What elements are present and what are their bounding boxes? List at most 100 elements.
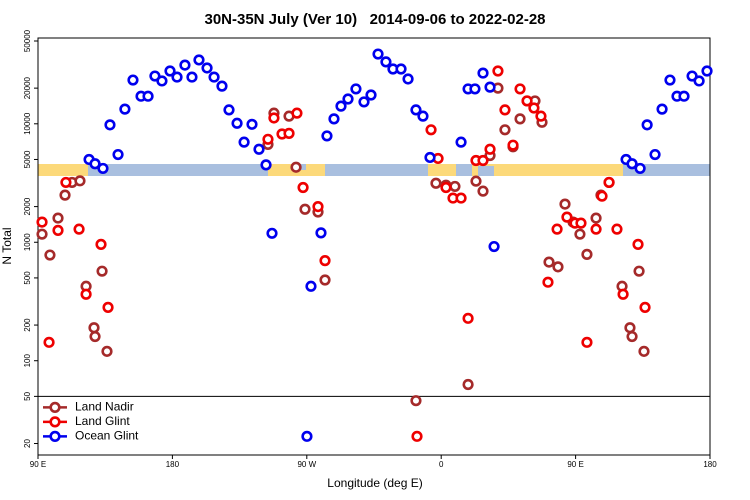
point bbox=[164, 65, 176, 77]
point bbox=[73, 223, 85, 235]
point bbox=[425, 124, 437, 136]
point bbox=[634, 162, 646, 175]
x-tick-label: 90 E bbox=[567, 460, 583, 469]
point bbox=[102, 301, 114, 313]
y-tick-label: 5000 bbox=[23, 150, 32, 168]
point bbox=[321, 130, 333, 142]
y-tick-label: 500 bbox=[23, 271, 32, 285]
point bbox=[664, 74, 676, 86]
point bbox=[312, 200, 324, 213]
point bbox=[223, 104, 235, 116]
point bbox=[186, 71, 198, 83]
point bbox=[171, 71, 183, 83]
legend-marker bbox=[49, 401, 61, 413]
point bbox=[52, 212, 64, 224]
point bbox=[561, 211, 573, 223]
point bbox=[477, 67, 489, 79]
y-tick-label: 20 bbox=[23, 439, 32, 448]
point bbox=[342, 93, 354, 105]
x-tick-label: 180 bbox=[166, 460, 180, 469]
point bbox=[112, 148, 124, 161]
point bbox=[52, 224, 64, 236]
point bbox=[299, 203, 311, 215]
y-tick-label: 2000 bbox=[23, 197, 32, 215]
point bbox=[552, 261, 564, 273]
x-tick-label: 180 bbox=[703, 460, 717, 469]
point bbox=[488, 240, 500, 253]
point bbox=[36, 216, 48, 228]
point bbox=[43, 336, 55, 348]
y-tick-label: 50000 bbox=[23, 29, 32, 52]
point bbox=[127, 74, 139, 86]
point bbox=[335, 100, 347, 112]
point bbox=[678, 90, 690, 102]
point bbox=[104, 119, 116, 131]
point bbox=[95, 238, 107, 250]
point bbox=[551, 223, 563, 235]
point bbox=[617, 288, 629, 300]
point bbox=[507, 139, 519, 151]
y-tick-label: 50 bbox=[23, 391, 32, 400]
point bbox=[36, 228, 48, 240]
point bbox=[462, 378, 474, 391]
point bbox=[484, 143, 496, 155]
y-tick-label: 200 bbox=[23, 318, 32, 332]
point bbox=[260, 159, 272, 171]
point bbox=[410, 395, 422, 407]
point bbox=[430, 177, 442, 189]
point bbox=[410, 104, 422, 116]
point bbox=[470, 175, 482, 187]
point bbox=[449, 180, 461, 193]
point bbox=[424, 151, 436, 164]
point bbox=[89, 158, 101, 170]
point bbox=[626, 330, 638, 343]
y-tick-label: 1000 bbox=[23, 233, 32, 251]
point bbox=[499, 124, 511, 136]
point bbox=[477, 185, 489, 197]
point bbox=[262, 133, 274, 145]
point bbox=[44, 249, 56, 261]
point bbox=[492, 65, 504, 77]
point bbox=[290, 161, 302, 173]
point bbox=[101, 345, 113, 357]
point bbox=[543, 256, 555, 268]
point bbox=[632, 238, 644, 250]
x-axis-label: Longitude (deg E) bbox=[327, 476, 422, 490]
point bbox=[590, 223, 602, 235]
point bbox=[638, 345, 650, 357]
y-tick-label: 100 bbox=[23, 354, 32, 368]
plot-frame bbox=[37, 37, 711, 456]
point bbox=[535, 110, 547, 122]
point bbox=[633, 265, 645, 277]
point bbox=[693, 75, 705, 87]
point bbox=[74, 175, 86, 187]
point bbox=[411, 430, 423, 442]
point bbox=[656, 103, 668, 115]
point bbox=[440, 181, 452, 194]
point bbox=[253, 143, 265, 155]
point bbox=[365, 89, 377, 101]
point bbox=[80, 288, 92, 300]
point bbox=[455, 136, 467, 148]
point bbox=[88, 322, 100, 334]
legend-label: Ocean Glint bbox=[75, 429, 139, 443]
point bbox=[305, 280, 317, 292]
point bbox=[581, 336, 593, 348]
x-tick-label: 90 W bbox=[297, 460, 316, 469]
point bbox=[97, 162, 109, 175]
point bbox=[60, 176, 72, 189]
point bbox=[417, 110, 429, 122]
point bbox=[649, 148, 661, 161]
point bbox=[319, 274, 331, 286]
point bbox=[574, 228, 586, 240]
y-tick-label: 10000 bbox=[23, 112, 32, 135]
point bbox=[395, 63, 407, 75]
point bbox=[268, 112, 280, 124]
point bbox=[372, 48, 384, 60]
point bbox=[528, 102, 540, 114]
legend-marker bbox=[49, 416, 61, 428]
x-tick-label: 90 E bbox=[30, 460, 46, 469]
point bbox=[639, 301, 651, 313]
